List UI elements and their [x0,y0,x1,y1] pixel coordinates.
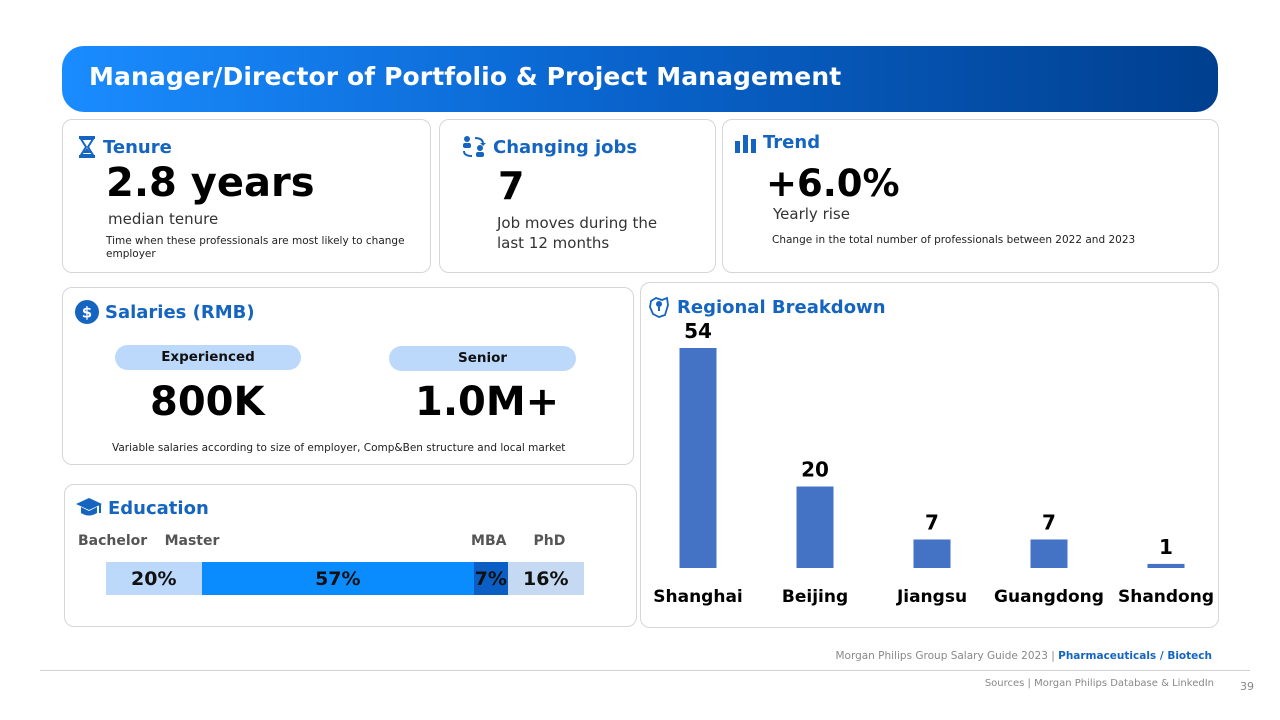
footer-sector: Pharmaceuticals / Biotech [1058,650,1212,662]
regional-bar-chart: 54 Shanghai 20 Beijing 7 Jiangsu 7 Guangdong 1 Sh… [653,319,1214,607]
footer-divider [40,670,1250,671]
title-banner: Manager/Director of Portfolio & Project … [62,46,1218,112]
education-segment-master: 57% [201,562,475,595]
trend-title: Trend [735,132,820,153]
bar-guangdong [1030,539,1068,568]
salaries-title-label: Salaries (RMB) [105,301,255,323]
footer-sources: Sources | Morgan Philips Database & Link… [984,678,1214,689]
changing-jobs-title: Changing jobs [461,135,637,159]
education-label-bachelor: Bachelor [78,533,148,549]
tenure-card [62,119,431,273]
senior-pill: Senior [389,346,576,371]
bar-jiangsu [913,539,951,568]
trend-card [722,119,1219,273]
bar-value-label-jiangsu: 7 [925,510,939,534]
page-number: 39 [1240,680,1254,693]
education-card [64,484,637,627]
trend-value: +6.0% [766,162,900,205]
regional-title-label: Regional Breakdown [677,296,886,318]
svg-text:$: $ [82,304,92,322]
trend-note: Change in the total number of profession… [772,234,1136,246]
tenure-note: Time when these professionals are most l… [106,235,405,260]
education-segment-mba: 7% [474,562,508,595]
bar-chart-icon [735,134,756,153]
page-title: Manager/Director of Portfolio & Project … [89,62,842,91]
education-title-label: Education [108,497,209,519]
changing-jobs-card [439,119,716,273]
bar-shanghai [679,348,717,568]
dollar-icon: $ [75,300,99,324]
education-segment-phd: 16% [507,562,584,595]
category-label-guangdong: Guangdong [994,587,1104,607]
trend-title-label: Trend [763,132,821,153]
tenure-title: Tenure [77,136,172,158]
regional-card [640,282,1219,628]
jobs-value: 7 [498,164,525,208]
salaries-note: Variable salaries according to size of e… [112,442,566,454]
experienced-pill: Experienced [115,345,301,370]
education-label-mba: MBA [471,533,507,549]
bar-value-label-beijing: 20 [801,458,829,482]
bar-value-label-shanghai: 54 [684,319,712,343]
footer-guide-text: Morgan Philips Group Salary Guide 2023 | [835,650,1055,662]
map-region-icon [649,296,669,318]
bar-shandong [1147,563,1185,568]
bar-value-label-shandong: 1 [1159,535,1173,559]
salaries-title: $ Salaries (RMB) [75,300,255,324]
tenure-title-label: Tenure [103,136,172,158]
people-exchange-icon [463,136,486,157]
category-label-shanghai: Shanghai [653,587,743,607]
bar-beijing [796,486,834,568]
trend-label: Yearly rise [773,205,850,223]
regional-title: Regional Breakdown [647,295,886,319]
education-title: Education [76,497,209,519]
hourglass-icon [79,136,95,158]
category-label-beijing: Beijing [782,587,848,607]
senior-value: 1.0M+ [415,379,560,425]
education-segment-bachelor: 20% [106,562,202,595]
bar-value-label-guangdong: 7 [1042,510,1056,534]
category-label-jiangsu: Jiangsu [896,587,967,607]
education-label-phd: PhD [533,533,566,549]
tenure-label: median tenure [108,210,219,228]
changing-jobs-title-label: Changing jobs [493,136,638,158]
jobs-label: Job moves during the last 12 months [497,214,658,252]
salaries-card [62,287,634,465]
experienced-value: 800K [150,379,265,425]
education-label-master: Master [164,533,220,549]
footer-guide: Morgan Philips Group Salary Guide 2023 |… [835,650,1212,662]
tenure-value: 2.8 years [106,160,315,206]
category-label-shandong: Shandong [1118,587,1214,607]
graduation-cap-icon [76,498,102,516]
